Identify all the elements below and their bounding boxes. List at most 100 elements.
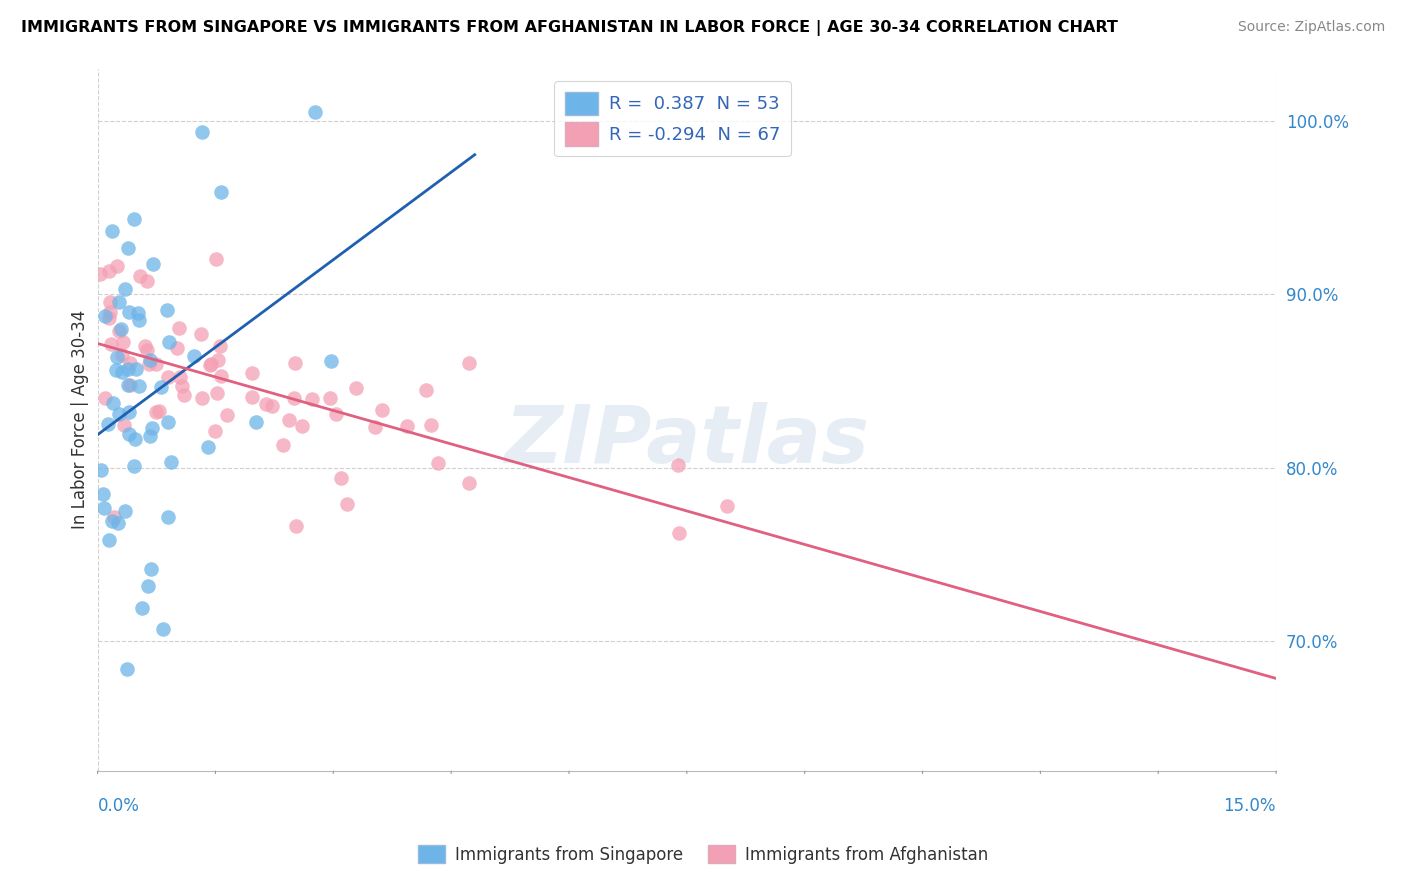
Point <box>245 415 267 429</box>
Point <box>283 391 305 405</box>
Point <box>240 366 263 380</box>
Point <box>457 356 479 370</box>
Point <box>150 380 173 394</box>
Point <box>98 294 121 309</box>
Point <box>209 368 232 383</box>
Point <box>93 391 115 405</box>
Point <box>134 339 156 353</box>
Point <box>204 424 226 438</box>
Point <box>260 399 283 413</box>
Point <box>115 662 138 676</box>
Text: 0.0%: 0.0% <box>97 797 139 815</box>
Point <box>169 369 191 384</box>
Point <box>190 326 212 341</box>
Point <box>284 519 307 533</box>
Point <box>135 343 157 358</box>
Point <box>145 405 167 419</box>
Point <box>145 357 167 371</box>
Point <box>291 419 314 434</box>
Point <box>107 407 129 421</box>
Point <box>457 476 479 491</box>
Point <box>103 396 125 410</box>
Point <box>278 413 301 427</box>
Point <box>330 471 353 485</box>
Point <box>111 365 134 379</box>
Point <box>112 418 135 433</box>
Point <box>319 353 342 368</box>
Point <box>122 458 145 473</box>
Point <box>141 421 163 435</box>
Point <box>118 377 141 392</box>
Point <box>395 419 418 434</box>
Point <box>204 252 226 267</box>
Point <box>141 562 163 576</box>
Point <box>370 403 392 417</box>
Point <box>716 499 738 513</box>
Point <box>183 350 205 364</box>
Point <box>217 409 239 423</box>
Text: Source: ZipAtlas.com: Source: ZipAtlas.com <box>1237 20 1385 34</box>
Point <box>205 385 228 400</box>
Point <box>198 358 221 372</box>
Point <box>97 533 120 547</box>
Point <box>209 186 232 200</box>
Point <box>208 339 231 353</box>
Point <box>107 516 129 530</box>
Point <box>157 415 180 429</box>
Point <box>97 417 120 432</box>
Point <box>100 514 122 528</box>
Point <box>128 378 150 392</box>
Point <box>117 241 139 255</box>
Point <box>336 497 359 511</box>
Point <box>90 463 112 477</box>
Point <box>156 302 179 317</box>
Point <box>138 429 160 443</box>
Point <box>111 348 134 362</box>
Point <box>173 388 195 402</box>
Point <box>122 212 145 227</box>
Point <box>136 274 159 288</box>
Point <box>105 350 128 364</box>
Point <box>167 321 190 335</box>
Legend: Immigrants from Singapore, Immigrants from Afghanistan: Immigrants from Singapore, Immigrants fr… <box>412 838 994 871</box>
Point <box>240 390 263 404</box>
Point <box>325 407 347 421</box>
Point <box>138 579 160 593</box>
Point <box>157 335 180 350</box>
Point <box>114 282 136 296</box>
Point <box>190 125 212 139</box>
Point <box>304 104 326 119</box>
Point <box>120 356 142 370</box>
Point <box>108 295 131 310</box>
Point <box>191 391 214 405</box>
Point <box>110 322 132 336</box>
Point <box>98 310 121 325</box>
Point <box>157 369 180 384</box>
Point <box>105 363 128 377</box>
Y-axis label: In Labor Force | Age 30-34: In Labor Force | Age 30-34 <box>72 310 89 530</box>
Point <box>128 313 150 327</box>
Point <box>98 305 121 319</box>
Point <box>89 267 111 281</box>
Point <box>127 306 149 320</box>
Point <box>105 259 128 273</box>
Point <box>93 500 115 515</box>
Point <box>148 404 170 418</box>
Point <box>101 224 124 238</box>
Point <box>118 305 141 319</box>
Point <box>157 510 180 524</box>
Text: ZIPatlas: ZIPatlas <box>505 402 869 480</box>
Point <box>142 258 165 272</box>
Point <box>254 397 277 411</box>
Point <box>668 526 690 541</box>
Text: IMMIGRANTS FROM SINGAPORE VS IMMIGRANTS FROM AFGHANISTAN IN LABOR FORCE | AGE 30: IMMIGRANTS FROM SINGAPORE VS IMMIGRANTS … <box>21 20 1118 36</box>
Point <box>117 362 139 376</box>
Point <box>271 438 294 452</box>
Point <box>166 342 188 356</box>
Point <box>131 601 153 615</box>
Point <box>91 486 114 500</box>
Point <box>284 356 307 370</box>
Point <box>301 392 323 406</box>
Point <box>114 504 136 518</box>
Point <box>420 418 443 433</box>
